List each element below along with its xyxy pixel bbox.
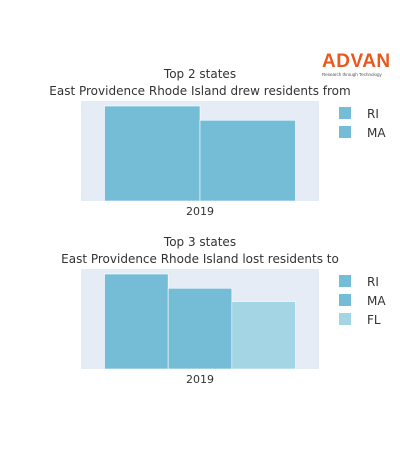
bar-ri — [104, 105, 201, 202]
legend-label-fl: FL — [367, 313, 381, 327]
legend-label-ri: RI — [367, 107, 379, 121]
legend-swatch-ma — [339, 126, 351, 138]
chart-subtitle: East Providence Rhode Island drew reside… — [49, 84, 350, 98]
chart-title: Top 2 states — [163, 67, 236, 81]
chart-title: Top 3 states — [163, 235, 236, 249]
bar-fl — [231, 301, 296, 370]
logo-wordmark: ADVAN — [322, 51, 391, 72]
legend-label-ma: MA — [367, 126, 386, 140]
x-tick-label: 2019 — [186, 373, 214, 386]
x-tick-label: 2019 — [186, 205, 214, 218]
legend-swatch-fl — [339, 313, 351, 325]
legend-swatch-ri — [339, 107, 351, 119]
legend-swatch-ma — [339, 294, 351, 306]
advan-logo: ADVAN Research through Technology — [322, 52, 394, 77]
bar-ma — [167, 287, 233, 370]
legend-swatch-ri — [339, 275, 351, 287]
chart-lost-residents-to: Top 3 states East Providence Rhode Island… — [61, 235, 386, 386]
bar-ma — [199, 119, 296, 202]
chart-drew-residents-from: Top 2 states East Providence Rhode Island… — [49, 67, 386, 218]
chart-subtitle: East Providence Rhode Island lost reside… — [61, 252, 339, 266]
bar-ri — [104, 273, 169, 370]
logo-tagline: Research through Technology — [322, 72, 382, 77]
legend-label-ma: MA — [367, 294, 386, 308]
legend-label-ri: RI — [367, 275, 379, 289]
